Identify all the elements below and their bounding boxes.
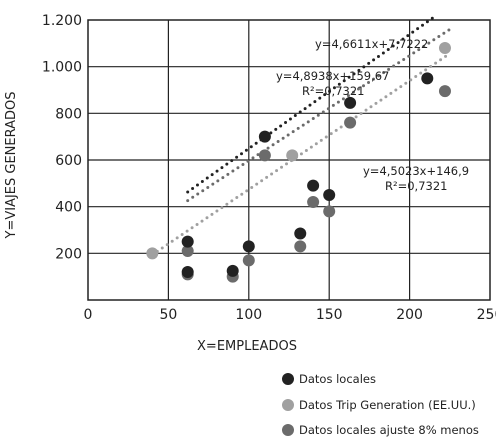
data-points (146, 42, 451, 283)
data-point (258, 149, 271, 162)
equation-local: y=4,8938x+159,67 (276, 69, 389, 83)
trendline (150, 53, 450, 257)
r2-local: R²=0,7321 (302, 84, 364, 98)
trendline (186, 27, 452, 203)
data-point (146, 247, 159, 260)
data-point (181, 245, 194, 257)
legend: Datos locales Datos Trip Generation (EE.… (282, 372, 479, 437)
trendlines (150, 15, 452, 257)
x-tick-label: 150 (316, 307, 343, 323)
axes: 0 50 100 150 200 250 200 400 600 800 1.000 1.200 (42, 13, 496, 323)
data-point (421, 72, 434, 85)
data-point (307, 179, 320, 192)
legend-label-ajuste-8: Datos locales ajuste 8% menos (299, 423, 479, 437)
legend-swatch-trip-generation (282, 399, 294, 411)
x-tick-label: 200 (396, 307, 423, 323)
equation-trip-generation: y=4,6611x+7,7222 (315, 37, 428, 51)
data-point (294, 227, 307, 240)
trendline (186, 15, 436, 194)
data-point (344, 116, 357, 129)
x-tick-label: 250 (477, 307, 496, 323)
y-tick-label: 600 (55, 153, 82, 169)
equation-adjusted: y=4,5023x+146,9 (363, 164, 469, 178)
y-tick-label: 1.000 (42, 60, 82, 76)
data-point (181, 266, 194, 278)
y-tick-label: 800 (55, 106, 82, 122)
legend-swatch-datos-locales (282, 373, 294, 385)
data-point (242, 240, 255, 253)
data-point (307, 196, 320, 208)
y-tick-label: 200 (55, 246, 82, 262)
y-tick-label: 1.200 (42, 13, 82, 29)
legend-swatch-ajuste-8 (282, 424, 294, 436)
x-tick-label: 100 (235, 307, 262, 323)
x-tick-label: 50 (159, 307, 177, 323)
x-axis-title: X=EMPLEADOS (197, 339, 297, 354)
data-point (242, 254, 255, 267)
legend-label-trip-generation: Datos Trip Generation (EE.UU.) (299, 398, 476, 412)
data-point (286, 149, 299, 162)
data-point (323, 189, 336, 201)
r2-adjusted: R²=0,7321 (385, 179, 447, 193)
legend-label-datos-locales: Datos locales (299, 372, 376, 386)
data-point (438, 42, 451, 54)
y-tick-label: 400 (55, 200, 82, 216)
data-point (438, 85, 451, 98)
data-point (226, 264, 239, 277)
y-axis-title: Y=VIAJES GENERADOS (4, 91, 19, 239)
data-point (323, 205, 336, 218)
data-point (181, 235, 194, 248)
x-tick-label: 0 (84, 307, 93, 323)
data-point (344, 96, 357, 109)
data-point (258, 130, 271, 143)
data-point (294, 240, 307, 253)
